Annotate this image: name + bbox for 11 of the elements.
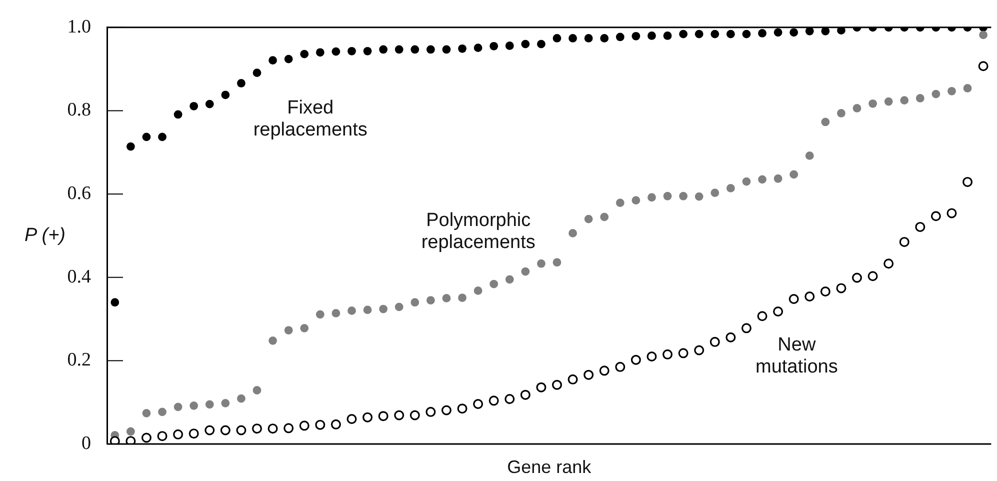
y-tick-label: 0.4 [67,266,92,288]
series-label: New mutations [755,334,838,378]
y-tick-label: 0.8 [67,100,91,121]
series-label: Polymorphic replacements [421,210,536,253]
series-label: Fixed replacements [253,97,368,140]
y-tick-label: 1.0 [67,16,91,38]
x-axis-title: Gene rank [507,456,592,477]
y-tick-label: 0.2 [67,350,91,371]
y-tick-label: 0 [82,432,91,454]
y-tick-label: 0.6 [67,183,91,204]
y-axis-title: P (+) [24,224,66,246]
